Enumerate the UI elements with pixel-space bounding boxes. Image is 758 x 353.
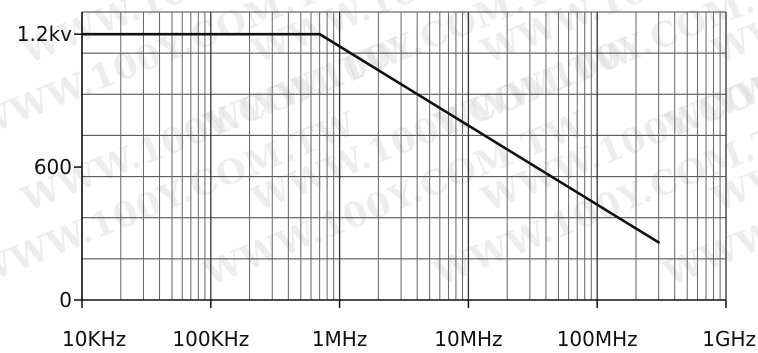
x-axis-tick-label: 10KHz [62, 327, 126, 351]
x-axis-tick-label: 1MHz [312, 327, 368, 351]
x-axis-tick-label: 100MHz [557, 327, 638, 351]
label-layer: 0 600 1.2kv 10KHz 100KHz 1MHz 10MHz 100MHz 1GHz [17, 22, 756, 351]
y-axis-tick-label: 1.2kv [17, 22, 72, 46]
watermark-layer: WWW.100Y.COM.TWWWW.100Y.COM.TWWWW.100Y.C… [0, 0, 758, 295]
y-axis-tick-label: 600 [34, 155, 72, 179]
x-axis-tick-label: 10MHz [434, 327, 502, 351]
x-axis-tick-label: 1GHz [702, 327, 756, 351]
axis-layer [74, 12, 727, 308]
series-layer [80, 32, 660, 244]
y-axis-tick-label: 0 [59, 288, 72, 312]
x-axis-tick-label: 100KHz [172, 327, 249, 351]
series-line-0 [80, 32, 660, 244]
grid-layer [81, 11, 727, 301]
